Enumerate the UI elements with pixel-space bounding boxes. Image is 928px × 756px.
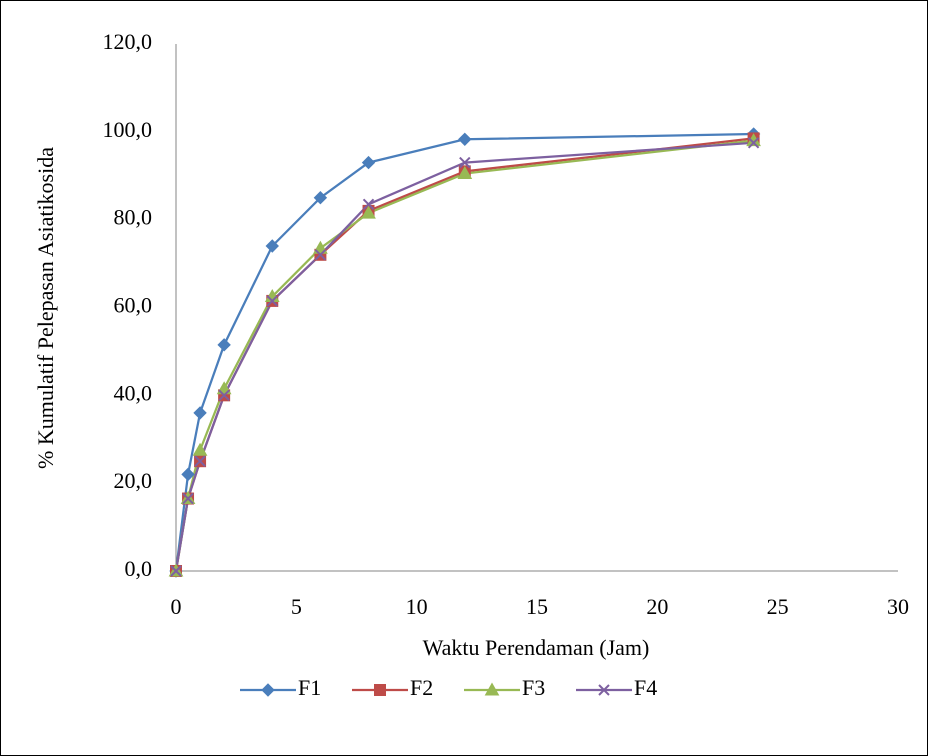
- series-line: [176, 141, 754, 571]
- y-tick-label: 20,0: [114, 468, 153, 493]
- data-point: [218, 339, 230, 351]
- x-tick-label: 25: [767, 594, 789, 619]
- y-axis-label: % Kumulatif Pelepasan Asiatikosida: [33, 147, 58, 469]
- legend-marker: [375, 685, 386, 696]
- y-tick-label: 60,0: [114, 293, 153, 318]
- legend-marker: [262, 684, 274, 696]
- chart: Waktu Perendaman (Jam) % Kumulatif Pelep…: [0, 0, 928, 756]
- y-tick-label: 100,0: [103, 117, 153, 142]
- legend-label: F4: [634, 675, 657, 700]
- x-tick-label: 20: [646, 594, 668, 619]
- x-tick-label: 10: [406, 594, 428, 619]
- series-line: [176, 134, 754, 571]
- series-line: [176, 138, 754, 571]
- y-tick-label: 120,0: [103, 29, 153, 54]
- x-tick-label: 0: [171, 594, 182, 619]
- x-axis-label: Waktu Perendaman (Jam): [423, 635, 650, 660]
- legend-label: F3: [522, 675, 545, 700]
- y-tick-label: 0,0: [125, 556, 153, 581]
- legend-label: F2: [410, 675, 433, 700]
- x-tick-label: 5: [291, 594, 302, 619]
- data-point: [459, 133, 471, 145]
- y-tick-label: 40,0: [114, 380, 153, 405]
- series-line: [176, 143, 754, 571]
- x-tick-label: 15: [526, 594, 548, 619]
- x-tick-label: 30: [887, 594, 909, 619]
- legend-label: F1: [298, 675, 321, 700]
- data-point: [194, 407, 206, 419]
- y-tick-label: 80,0: [114, 205, 153, 230]
